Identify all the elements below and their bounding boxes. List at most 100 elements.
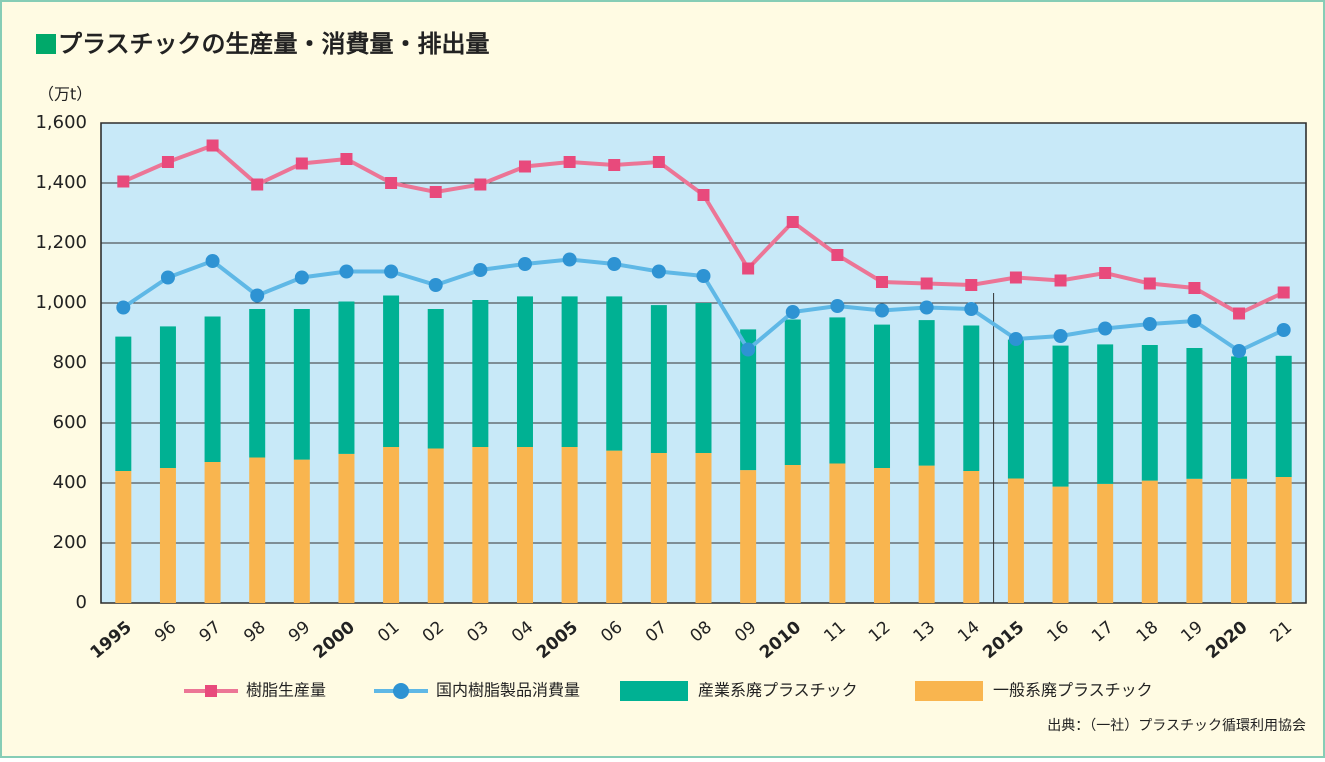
marker: [742, 262, 755, 275]
bar: [338, 453, 355, 603]
title-icon: [36, 34, 56, 54]
marker: [830, 299, 845, 313]
bar: [1052, 486, 1069, 603]
marker: [875, 303, 890, 318]
marker: [1277, 286, 1290, 299]
marker: [339, 264, 354, 279]
bar: [918, 320, 935, 466]
y-axis-label: （万t）: [38, 85, 92, 104]
marker: [1008, 332, 1023, 346]
legend-label: 樹脂生産量: [246, 681, 326, 700]
bar: [829, 463, 846, 603]
marker: [919, 300, 934, 315]
bar: [963, 325, 980, 471]
y-tick-label: 800: [53, 352, 87, 373]
bar: [918, 465, 935, 603]
marker: [1187, 314, 1202, 328]
marker: [697, 189, 710, 201]
bar: [427, 309, 444, 449]
y-tick-label: 1,200: [35, 232, 87, 253]
bar: [383, 447, 400, 603]
marker: [473, 263, 488, 277]
bar: [115, 471, 132, 603]
marker: [1143, 277, 1156, 290]
bar: [249, 457, 266, 603]
marker: [786, 216, 799, 228]
source: 出典：（一社）プラスチック循環利用協会: [1047, 718, 1306, 734]
marker: [920, 277, 933, 290]
legend-label: 産業系廃プラスチック: [698, 681, 858, 700]
bar: [516, 296, 533, 447]
marker: [384, 264, 399, 279]
bar: [740, 470, 757, 603]
bar: [1231, 478, 1248, 603]
marker: [965, 279, 978, 291]
legend-swatch: [620, 681, 688, 701]
legend-label: 国内樹脂製品消費量: [436, 681, 580, 700]
y-tick-label: 1,600: [35, 112, 87, 133]
bar: [159, 326, 176, 468]
bar: [784, 319, 801, 465]
bar: [561, 447, 578, 603]
marker: [1232, 344, 1247, 358]
bar: [249, 309, 266, 458]
marker: [1276, 323, 1291, 337]
marker: [652, 156, 665, 168]
bar: [293, 309, 310, 460]
bar: [561, 296, 578, 447]
bar: [1186, 348, 1203, 479]
bar: [874, 324, 891, 468]
bar: [383, 295, 400, 447]
marker: [562, 252, 577, 267]
marker: [428, 278, 443, 292]
marker: [429, 186, 442, 198]
marker: [206, 139, 219, 152]
marker: [518, 160, 531, 173]
bar: [1097, 344, 1114, 484]
legend-label: 一般系廃プラスチック: [993, 681, 1153, 700]
bar: [159, 468, 176, 603]
marker: [250, 288, 265, 303]
marker: [608, 159, 621, 171]
bar: [472, 300, 489, 447]
marker: [1099, 267, 1112, 279]
bar: [516, 447, 533, 603]
bar: [1141, 345, 1158, 481]
marker: [160, 270, 175, 285]
marker: [474, 178, 487, 191]
marker: [161, 156, 174, 168]
bar: [606, 296, 623, 451]
marker: [295, 157, 308, 170]
bar: [1275, 355, 1292, 477]
chart-title: プラスチックの生産量・消費量・排出量: [58, 30, 490, 58]
marker: [117, 175, 130, 188]
y-tick-label: 1,000: [35, 292, 87, 313]
bar: [1007, 478, 1024, 603]
bar: [204, 316, 221, 462]
bar: [784, 465, 801, 603]
y-tick-label: 400: [53, 472, 87, 493]
y-tick-label: 0: [76, 592, 87, 613]
marker: [205, 254, 220, 268]
bar: [1007, 339, 1024, 479]
bar: [695, 303, 712, 453]
marker: [294, 270, 309, 285]
marker: [1054, 274, 1067, 287]
marker: [607, 257, 622, 271]
bar: [874, 468, 891, 603]
y-tick-label: 600: [53, 412, 87, 433]
marker: [1053, 329, 1068, 343]
marker: [251, 178, 264, 191]
legend-marker: [205, 685, 217, 697]
marker: [1098, 321, 1113, 336]
bar: [115, 336, 132, 471]
marker: [741, 342, 756, 357]
marker: [1142, 317, 1157, 331]
bar: [963, 471, 980, 603]
marker: [116, 300, 131, 315]
bar: [1231, 356, 1248, 479]
bar: [650, 453, 667, 603]
marker: [651, 264, 666, 279]
bar: [1186, 478, 1203, 603]
